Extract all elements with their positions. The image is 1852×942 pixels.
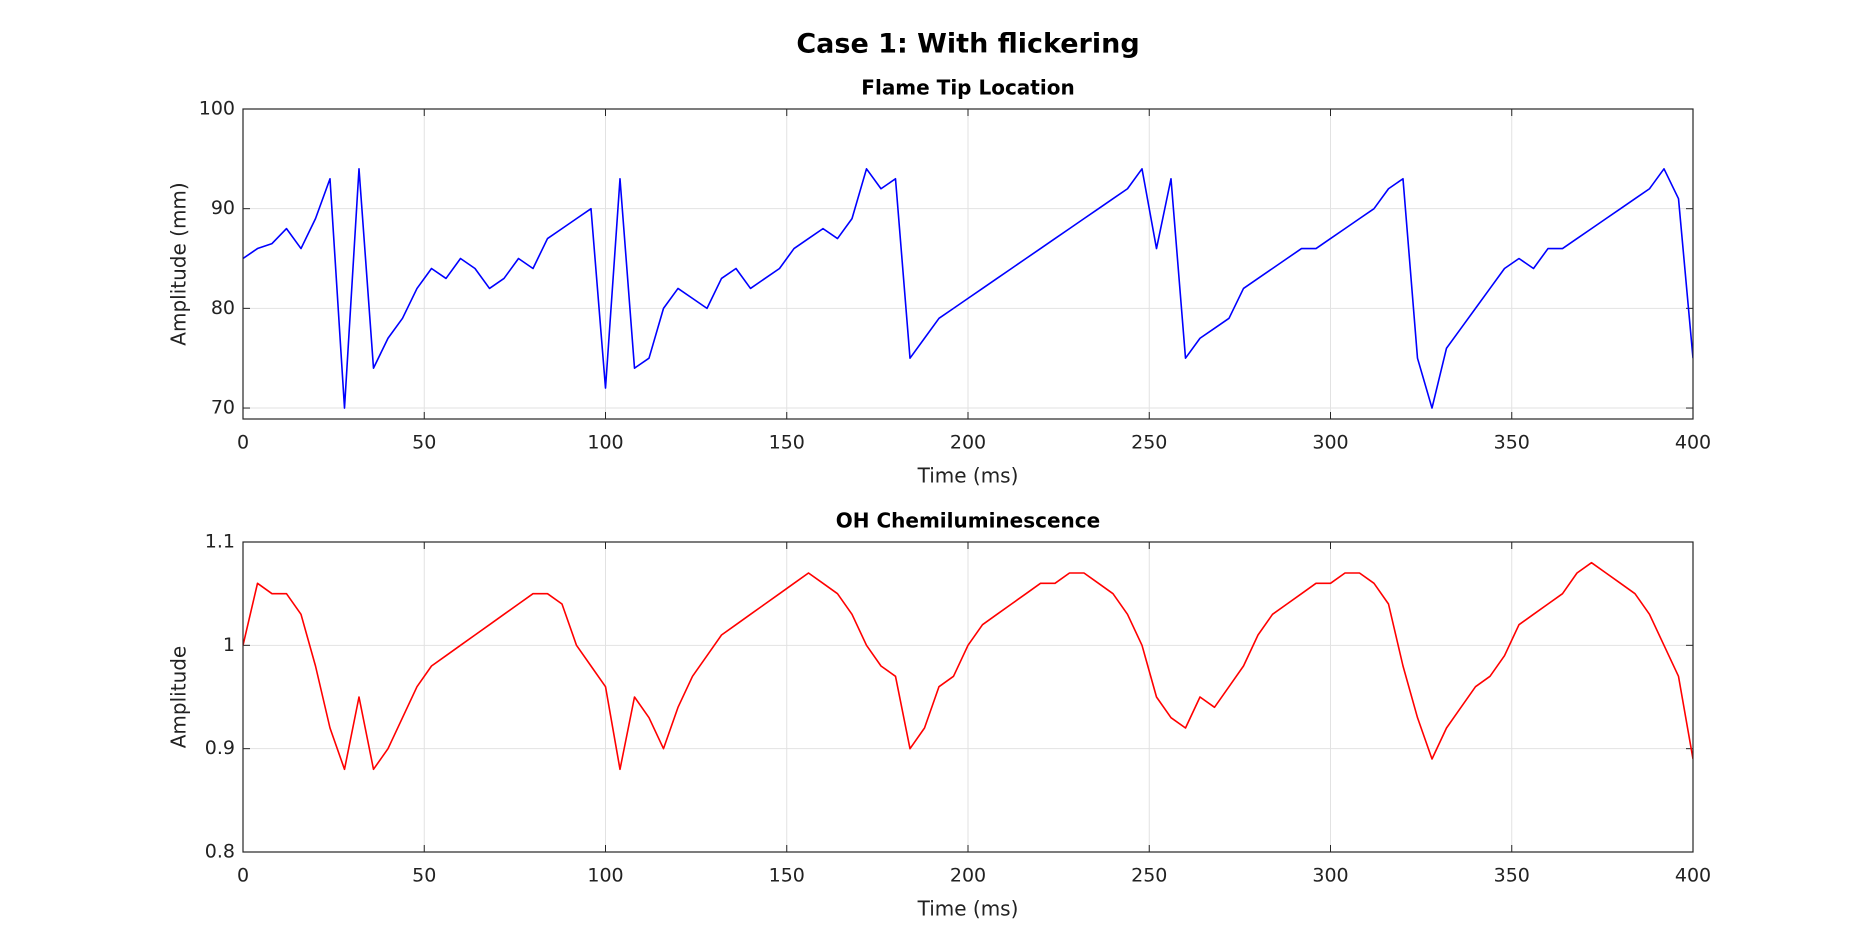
axes-box (242, 541, 1694, 853)
figure-title: Case 1: With flickering (796, 29, 1139, 60)
y-tick-label: 0.8 (205, 841, 235, 863)
axes-box (242, 108, 1694, 420)
y-tick-label: 80 (211, 297, 235, 319)
x-tick-label: 0 (237, 865, 249, 887)
x-tick-label: 150 (769, 865, 805, 887)
x-tick-label: 350 (1494, 432, 1530, 454)
y-tick-label: 1.1 (205, 531, 235, 553)
x-tick-label: 300 (1312, 432, 1348, 454)
x-tick-label: 200 (950, 432, 986, 454)
y-tick-label: 90 (211, 197, 235, 219)
y-tick-label: 1 (223, 634, 235, 656)
y-tick-label: 70 (211, 397, 235, 419)
x-axis-label: Time (ms) (917, 464, 1019, 488)
x-tick-label: 400 (1675, 865, 1711, 887)
x-tick-label: 150 (769, 432, 805, 454)
axes-title: Flame Tip Location (861, 76, 1074, 100)
data-line (243, 561, 1693, 771)
y-tick-label: 0.9 (205, 737, 235, 759)
x-tick-label: 100 (587, 865, 623, 887)
x-tick-label: 50 (412, 865, 436, 887)
x-tick-label: 50 (412, 432, 436, 454)
y-axis-label: Amplitude (mm) (167, 182, 191, 345)
x-tick-label: 250 (1131, 432, 1167, 454)
x-tick-label: 300 (1312, 865, 1348, 887)
y-axis-label: Amplitude (167, 646, 191, 749)
x-tick-label: 200 (950, 865, 986, 887)
x-tick-label: 400 (1675, 432, 1711, 454)
x-axis-label: Time (ms) (917, 897, 1019, 921)
data-line (243, 168, 1693, 409)
x-tick-label: 0 (237, 432, 249, 454)
y-tick-label: 100 (199, 98, 235, 120)
series-group (243, 168, 1693, 409)
x-tick-label: 350 (1494, 865, 1530, 887)
x-tick-label: 100 (587, 432, 623, 454)
x-tick-label: 250 (1131, 865, 1167, 887)
axes-title: OH Chemiluminescence (836, 509, 1100, 533)
series-group (243, 561, 1693, 771)
